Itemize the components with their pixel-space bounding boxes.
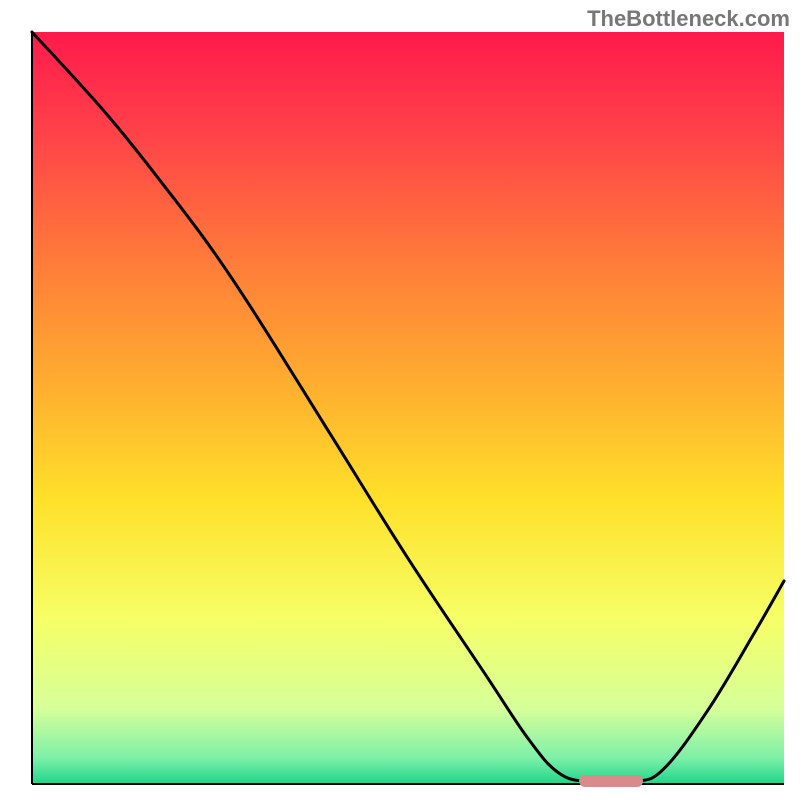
watermark-text: TheBottleneck.com	[587, 6, 790, 32]
chart-container: TheBottleneck.com	[0, 0, 800, 800]
plot-background	[32, 32, 784, 784]
optimal-zone-marker	[579, 775, 643, 787]
bottleneck-chart	[0, 0, 800, 800]
